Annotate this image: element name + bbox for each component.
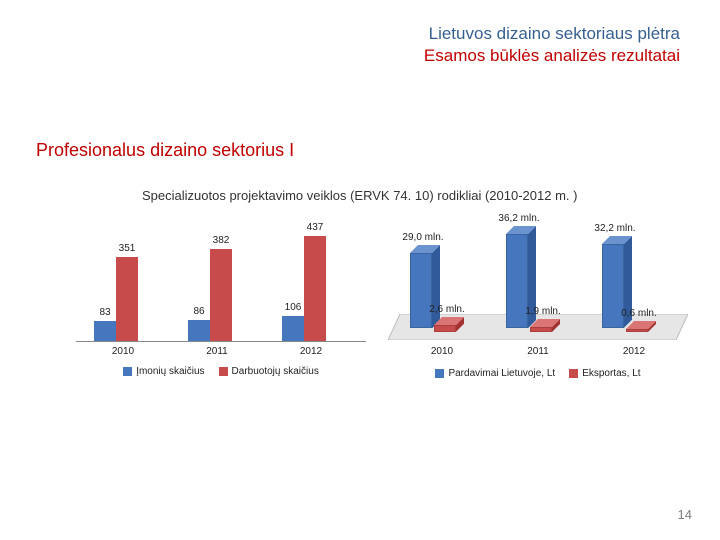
legend-swatch xyxy=(219,367,228,376)
section-title: Profesionalus dizaino sektorius I xyxy=(36,140,294,161)
chart1-value-label: 86 xyxy=(188,306,210,317)
header-line-2: Esamos būklės analizės rezultatai xyxy=(0,46,680,66)
chart1-bar: 83 xyxy=(94,321,116,341)
chart1-value-label: 83 xyxy=(94,307,116,318)
chart-sales-export: 29,0 mln. 2,6 mln. 36,2 mln. 1,9 mln. 32,2 m… xyxy=(388,210,688,400)
chart1-category-label: 2010 xyxy=(94,346,152,357)
chart1-value-label: 382 xyxy=(210,235,232,246)
chart1-category-label: 2011 xyxy=(188,346,246,357)
chart2-bar xyxy=(434,317,464,332)
chart2-bar xyxy=(410,245,440,328)
chart2-bar xyxy=(626,321,656,332)
chart2-value-label: 29,0 mln. xyxy=(398,232,448,243)
legend-swatch xyxy=(569,369,578,378)
legend-label: Pardavimai Lietuvoje, Lt xyxy=(448,368,555,379)
chart2-value-label: 1,9 mln. xyxy=(518,306,568,317)
page-number: 14 xyxy=(678,507,692,522)
legend-item: Pardavimai Lietuvoje, Lt xyxy=(435,368,555,379)
chart1-legend: Įmonių skaičius Darbuotojų skaičius xyxy=(76,366,366,377)
chart2-bar xyxy=(530,319,560,332)
chart2-category-label: 2011 xyxy=(506,346,570,357)
legend-label: Darbuotojų skaičius xyxy=(232,366,319,377)
chart1-value-label: 351 xyxy=(116,243,138,254)
chart2-category-label: 2012 xyxy=(602,346,666,357)
legend-item: Darbuotojų skaičius xyxy=(219,366,319,377)
chart2-value-label: 36,2 mln. xyxy=(494,213,544,224)
chart-subtitle: Specializuotos projektavimo veiklos (ERV… xyxy=(142,188,577,203)
chart2-category-label: 2010 xyxy=(410,346,474,357)
chart1-value-label: 437 xyxy=(304,222,326,233)
chart1-bar: 106 xyxy=(282,316,304,341)
legend-label: Įmonių skaičius xyxy=(136,366,204,377)
chart2-value-label: 2,6 mln. xyxy=(422,304,472,315)
chart1-bar: 86 xyxy=(188,320,210,341)
chart1-plot: 8335186382106437 xyxy=(76,222,366,342)
chart2-value-label: 32,2 mln. xyxy=(590,223,640,234)
legend-item: Eksportas, Lt xyxy=(569,368,640,379)
chart1-bar: 437 xyxy=(304,236,326,341)
chart2-legend: Pardavimai Lietuvoje, Lt Eksportas, Lt xyxy=(388,368,688,379)
chart1-bar: 351 xyxy=(116,257,138,341)
legend-label: Eksportas, Lt xyxy=(582,368,640,379)
chart2-value-label: 0,6 mln. xyxy=(614,308,664,319)
chart1-category-label: 2012 xyxy=(282,346,340,357)
legend-item: Įmonių skaičius xyxy=(123,366,204,377)
header-line-1: Lietuvos dizaino sektoriaus plėtra xyxy=(0,24,680,44)
chart1-value-label: 106 xyxy=(282,302,304,313)
chart1-bar: 382 xyxy=(210,249,232,341)
chart2-plot: 29,0 mln. 2,6 mln. 36,2 mln. 1,9 mln. 32,2 m… xyxy=(388,210,688,340)
legend-swatch xyxy=(123,367,132,376)
chart-companies-employees: 8335186382106437 Įmonių skaičiusDarbuoto… xyxy=(76,222,366,392)
legend-swatch xyxy=(435,369,444,378)
slide-header: Lietuvos dizaino sektoriaus plėtra Esamo… xyxy=(0,24,680,66)
